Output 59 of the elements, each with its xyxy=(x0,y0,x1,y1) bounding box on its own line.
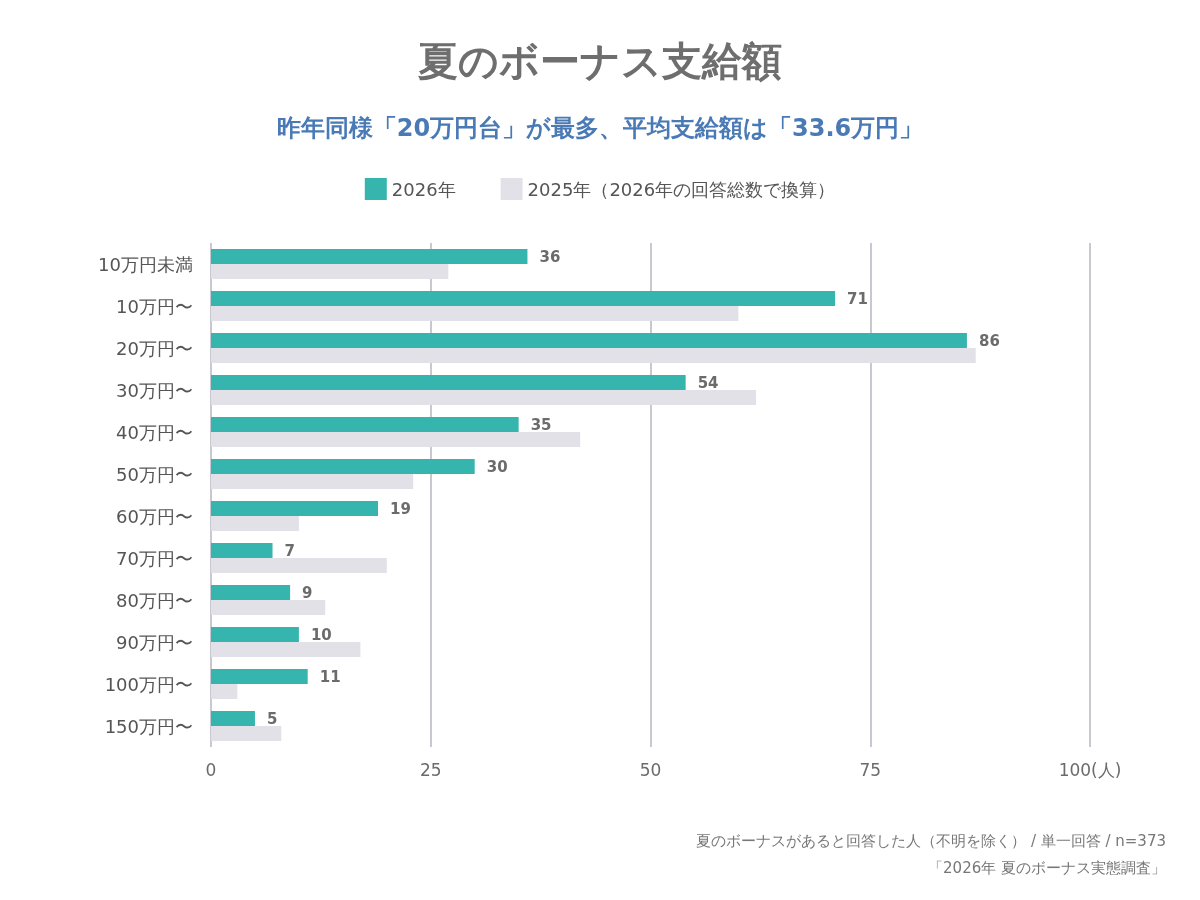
bar xyxy=(211,585,291,600)
legend-label: 2025年（2026年の回答総数で換算） xyxy=(527,178,836,200)
y-tick-label: 60万円〜 xyxy=(116,505,193,527)
bar xyxy=(211,474,414,489)
data-label: 9 xyxy=(302,583,313,602)
bar xyxy=(211,684,238,699)
x-tick-label: 75 xyxy=(859,759,882,780)
y-tick-label: 70万円〜 xyxy=(116,547,193,569)
bar xyxy=(211,726,282,741)
chart-title: 夏のボーナス支給額 xyxy=(418,38,782,84)
bar xyxy=(211,642,361,657)
data-label: 11 xyxy=(319,667,341,686)
bar xyxy=(211,390,756,405)
data-label: 19 xyxy=(390,499,411,518)
bar xyxy=(211,558,387,573)
bar xyxy=(211,627,299,642)
legend-label: 2026年 xyxy=(391,178,456,200)
bar xyxy=(211,306,739,321)
bar xyxy=(211,333,967,348)
data-label: 30 xyxy=(486,457,508,476)
y-tick-label: 50万円〜 xyxy=(116,463,193,485)
data-label: 86 xyxy=(978,331,1000,350)
data-label: 7 xyxy=(284,541,295,560)
y-tick-label: 90万円〜 xyxy=(116,631,193,653)
data-label: 71 xyxy=(847,289,868,308)
x-tick-label: 0 xyxy=(205,759,217,780)
y-tick-label: 80万円〜 xyxy=(116,589,193,611)
bar xyxy=(211,501,379,516)
y-tick-label: 10万円〜 xyxy=(116,295,193,317)
data-label: 54 xyxy=(697,373,719,392)
bar xyxy=(211,375,686,390)
x-tick-label: 100(人) xyxy=(1058,759,1122,780)
bar xyxy=(211,432,581,447)
bar xyxy=(211,249,528,264)
chart-subtitle: 昨年同様「20万円台」が最多、平均支給額は「33.6万円」 xyxy=(276,114,924,142)
x-tick-label: 25 xyxy=(419,759,442,780)
bar xyxy=(211,459,475,474)
data-label: 5 xyxy=(266,709,278,728)
text: 夏のボーナスがあると回答した人（不明を除く） / 単一回答 / n=373 xyxy=(696,831,1167,850)
bar xyxy=(211,543,273,558)
bar xyxy=(211,417,519,432)
bar xyxy=(211,711,255,726)
bar xyxy=(211,264,449,279)
data-label: 10 xyxy=(310,625,332,644)
bar xyxy=(211,600,326,615)
y-tick-label: 150万円〜 xyxy=(104,715,193,737)
data-label: 36 xyxy=(539,247,561,266)
data-label: 35 xyxy=(530,415,552,434)
text: 「2026年 夏のボーナス実態調査」 xyxy=(928,858,1167,877)
y-tick-label: 20万円〜 xyxy=(116,337,193,359)
bar xyxy=(211,669,308,684)
y-tick-label: 40万円〜 xyxy=(116,421,193,443)
y-tick-label: 30万円〜 xyxy=(116,379,193,401)
y-tick-label: 100万円〜 xyxy=(104,673,193,695)
y-tick-label: 10万円未満 xyxy=(98,253,193,275)
bar xyxy=(211,516,299,531)
x-tick-label: 50 xyxy=(639,759,662,780)
bar xyxy=(211,291,836,306)
bar xyxy=(211,348,976,363)
